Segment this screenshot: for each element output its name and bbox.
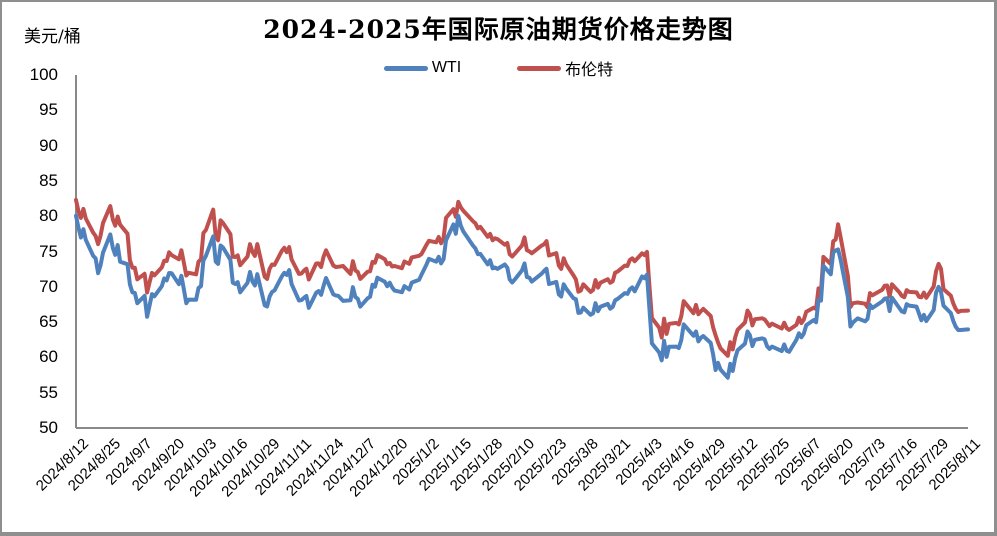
y-axis-tick-label: 70 <box>39 276 58 296</box>
y-axis-tick-label: 60 <box>39 347 58 367</box>
y-axis-tick-label: 55 <box>39 382 58 402</box>
y-axis-unit-label: 美元/桶 <box>24 27 81 47</box>
wti-price-line <box>74 213 970 380</box>
chart-title: 2024-2025年国际原油期货价格走势图 <box>263 15 734 44</box>
y-axis-tick-label: 90 <box>39 135 58 155</box>
legend-label-wti: WTI <box>431 59 462 76</box>
brent-price-line <box>74 198 970 358</box>
wti-line-swatch <box>383 65 428 71</box>
y-axis-tick-label: 95 <box>39 100 58 120</box>
y-axis-tick-label: 80 <box>39 206 58 226</box>
y-axis-tick-label: 100 <box>29 65 58 84</box>
y-axis-tick-label: 65 <box>39 312 58 332</box>
legend: WTI 布伦特 <box>0 57 997 79</box>
y-axis-tick-label: 85 <box>39 170 58 190</box>
legend-label-brent: 布伦特 <box>565 62 614 79</box>
legend-item-wti: WTI <box>383 59 462 77</box>
brent-line-swatch <box>517 65 562 71</box>
y-axis-tick-label: 50 <box>39 418 58 437</box>
y-axis-tick-label: 75 <box>39 241 58 261</box>
legend-item-brent: 布伦特 <box>517 56 613 80</box>
